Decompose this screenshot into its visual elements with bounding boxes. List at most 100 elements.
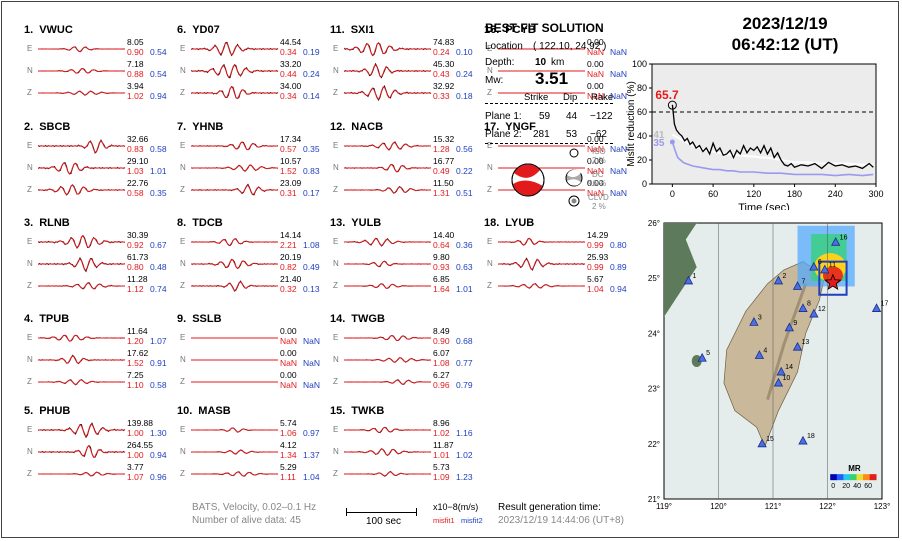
misfit1-value: 1.07 [127,472,144,482]
component-label: E [333,333,339,342]
synthetic-trace [38,68,125,74]
synthetic-trace [38,90,125,96]
station-code: TWGB [351,313,385,325]
synthetic-trace [344,379,431,385]
misfit1-value: 2.21 [280,240,297,250]
waveform-trace [498,167,585,169]
synthetic-trace [191,141,278,151]
colorbar-cell [830,474,838,481]
misfit2-value: NaN [610,91,628,101]
amplitude-value: 0.00 [587,59,604,69]
component-n: N 9.80 0.93 0.63 [330,252,480,274]
component-label: Z [333,469,338,478]
clvd-label: CLVD [588,193,609,202]
station-code: PCYB [505,24,536,36]
station-number: 14. [330,313,346,325]
component-label: N [27,163,33,172]
synthetic-trace [38,423,125,438]
component-label: N [333,355,339,364]
waveform-trace [344,62,432,79]
synthetic-trace [38,140,125,154]
station-title: 11. SXI1 [330,24,375,36]
station-triangle-icon [757,438,767,448]
synthetic-trace [498,258,585,270]
misfit1-value: 1.52 [127,358,144,368]
misfit1-value: 1.34 [280,450,297,460]
station-map-label: 11 [829,262,836,269]
synthetic-trace [498,237,585,246]
unit-label: x10−8(m/s) [433,502,479,512]
component-label: N [27,447,33,456]
misfit1-value: 0.34 [280,47,297,57]
synthetic-trace [191,64,278,79]
component-e: E 11.64 1.20 1.07 [24,326,174,348]
x-tick-label: 300 [868,189,883,199]
amplitude-value: 6.07 [433,348,450,358]
component-n: N 0.00 NaN NaN [484,156,634,178]
misfit1-value: 1.31 [433,188,450,198]
amplitude-value: 5.29 [280,462,297,472]
station-code: YHNB [192,121,224,133]
clvd-icon [568,195,580,207]
waveform-trace [38,46,126,53]
waveform-trace [191,471,279,477]
station-triangle-icon [754,350,765,359]
col-strike: Strike [524,92,549,103]
amplitude-value: 3.94 [127,81,144,91]
scale-tick-right [416,508,417,516]
component-e: E 139.88 1.00 1.30 [24,418,174,440]
amplitude-value: 5.73 [433,462,450,472]
misfit1-value: 1.08 [433,358,450,368]
misfit2-value: 0.24 [303,69,320,79]
station-number: 13. [330,217,346,229]
footer-alive: Number of alive data: 45 [192,515,301,526]
component-n: N 33.20 0.44 0.24 [177,59,327,81]
component-z: Z 34.00 0.34 0.14 [177,81,327,103]
station-title: 5. PHUB [24,405,70,417]
generation-label: Result generation time: [498,502,601,513]
component-z: Z 7.25 1.10 0.58 [24,370,174,392]
component-n: N 29.10 1.03 1.01 [24,156,174,178]
location-value: ( 122.10, 24.92 ) [533,41,607,52]
lon-label: 123° [874,502,891,511]
misfit2-value: 1.04 [303,472,320,482]
component-label: Z [27,377,32,386]
misfit2-value: 1.30 [150,428,167,438]
waveform-trace [38,257,126,273]
misfit1-value: 0.64 [433,240,450,250]
synthetic-trace [344,41,431,57]
series-gray [671,133,874,166]
component-label: N [333,447,339,456]
station-code: TDCB [192,217,223,229]
component-label: Z [27,469,32,478]
misfit2-value: 0.68 [456,336,473,346]
misfit1-value: 0.90 [433,336,450,346]
station-number: 3. [24,217,34,229]
component-z: Z 11.50 1.31 0.51 [330,178,480,200]
synthetic-trace [38,184,125,196]
plane1-label: Plane 1: [485,111,522,122]
synthetic-trace [344,238,431,247]
lat-label: 21° [648,495,660,504]
amplitude-value: 0.00 [587,81,604,91]
component-label: E [333,425,339,434]
observed-trace [38,257,126,273]
blue-marker [669,139,675,145]
synthetic-trace [191,449,278,455]
synthetic-trace [38,334,125,342]
station-sxi1: 11. SXI1 E 74.83 0.24 0.10 N 45.30 0.43 0.24 Z 32.9… [330,24,480,108]
component-z: Z 21.40 0.32 0.13 [177,274,327,296]
station-triangle-icon [773,275,784,285]
component-label: Z [333,88,338,97]
waveform-trace [38,378,126,386]
waveform-trace [498,145,585,147]
misfit1-value: 1.10 [127,380,144,390]
waveform-trace [191,337,278,339]
component-z: Z 5.67 1.04 0.94 [484,274,634,296]
station-title: 9. SSLB [177,313,222,325]
amplitude-value: 0.00 [587,156,604,166]
misfit2-value: NaN [610,166,628,176]
waveform-trace [498,283,586,289]
waveform-trace [191,238,279,247]
